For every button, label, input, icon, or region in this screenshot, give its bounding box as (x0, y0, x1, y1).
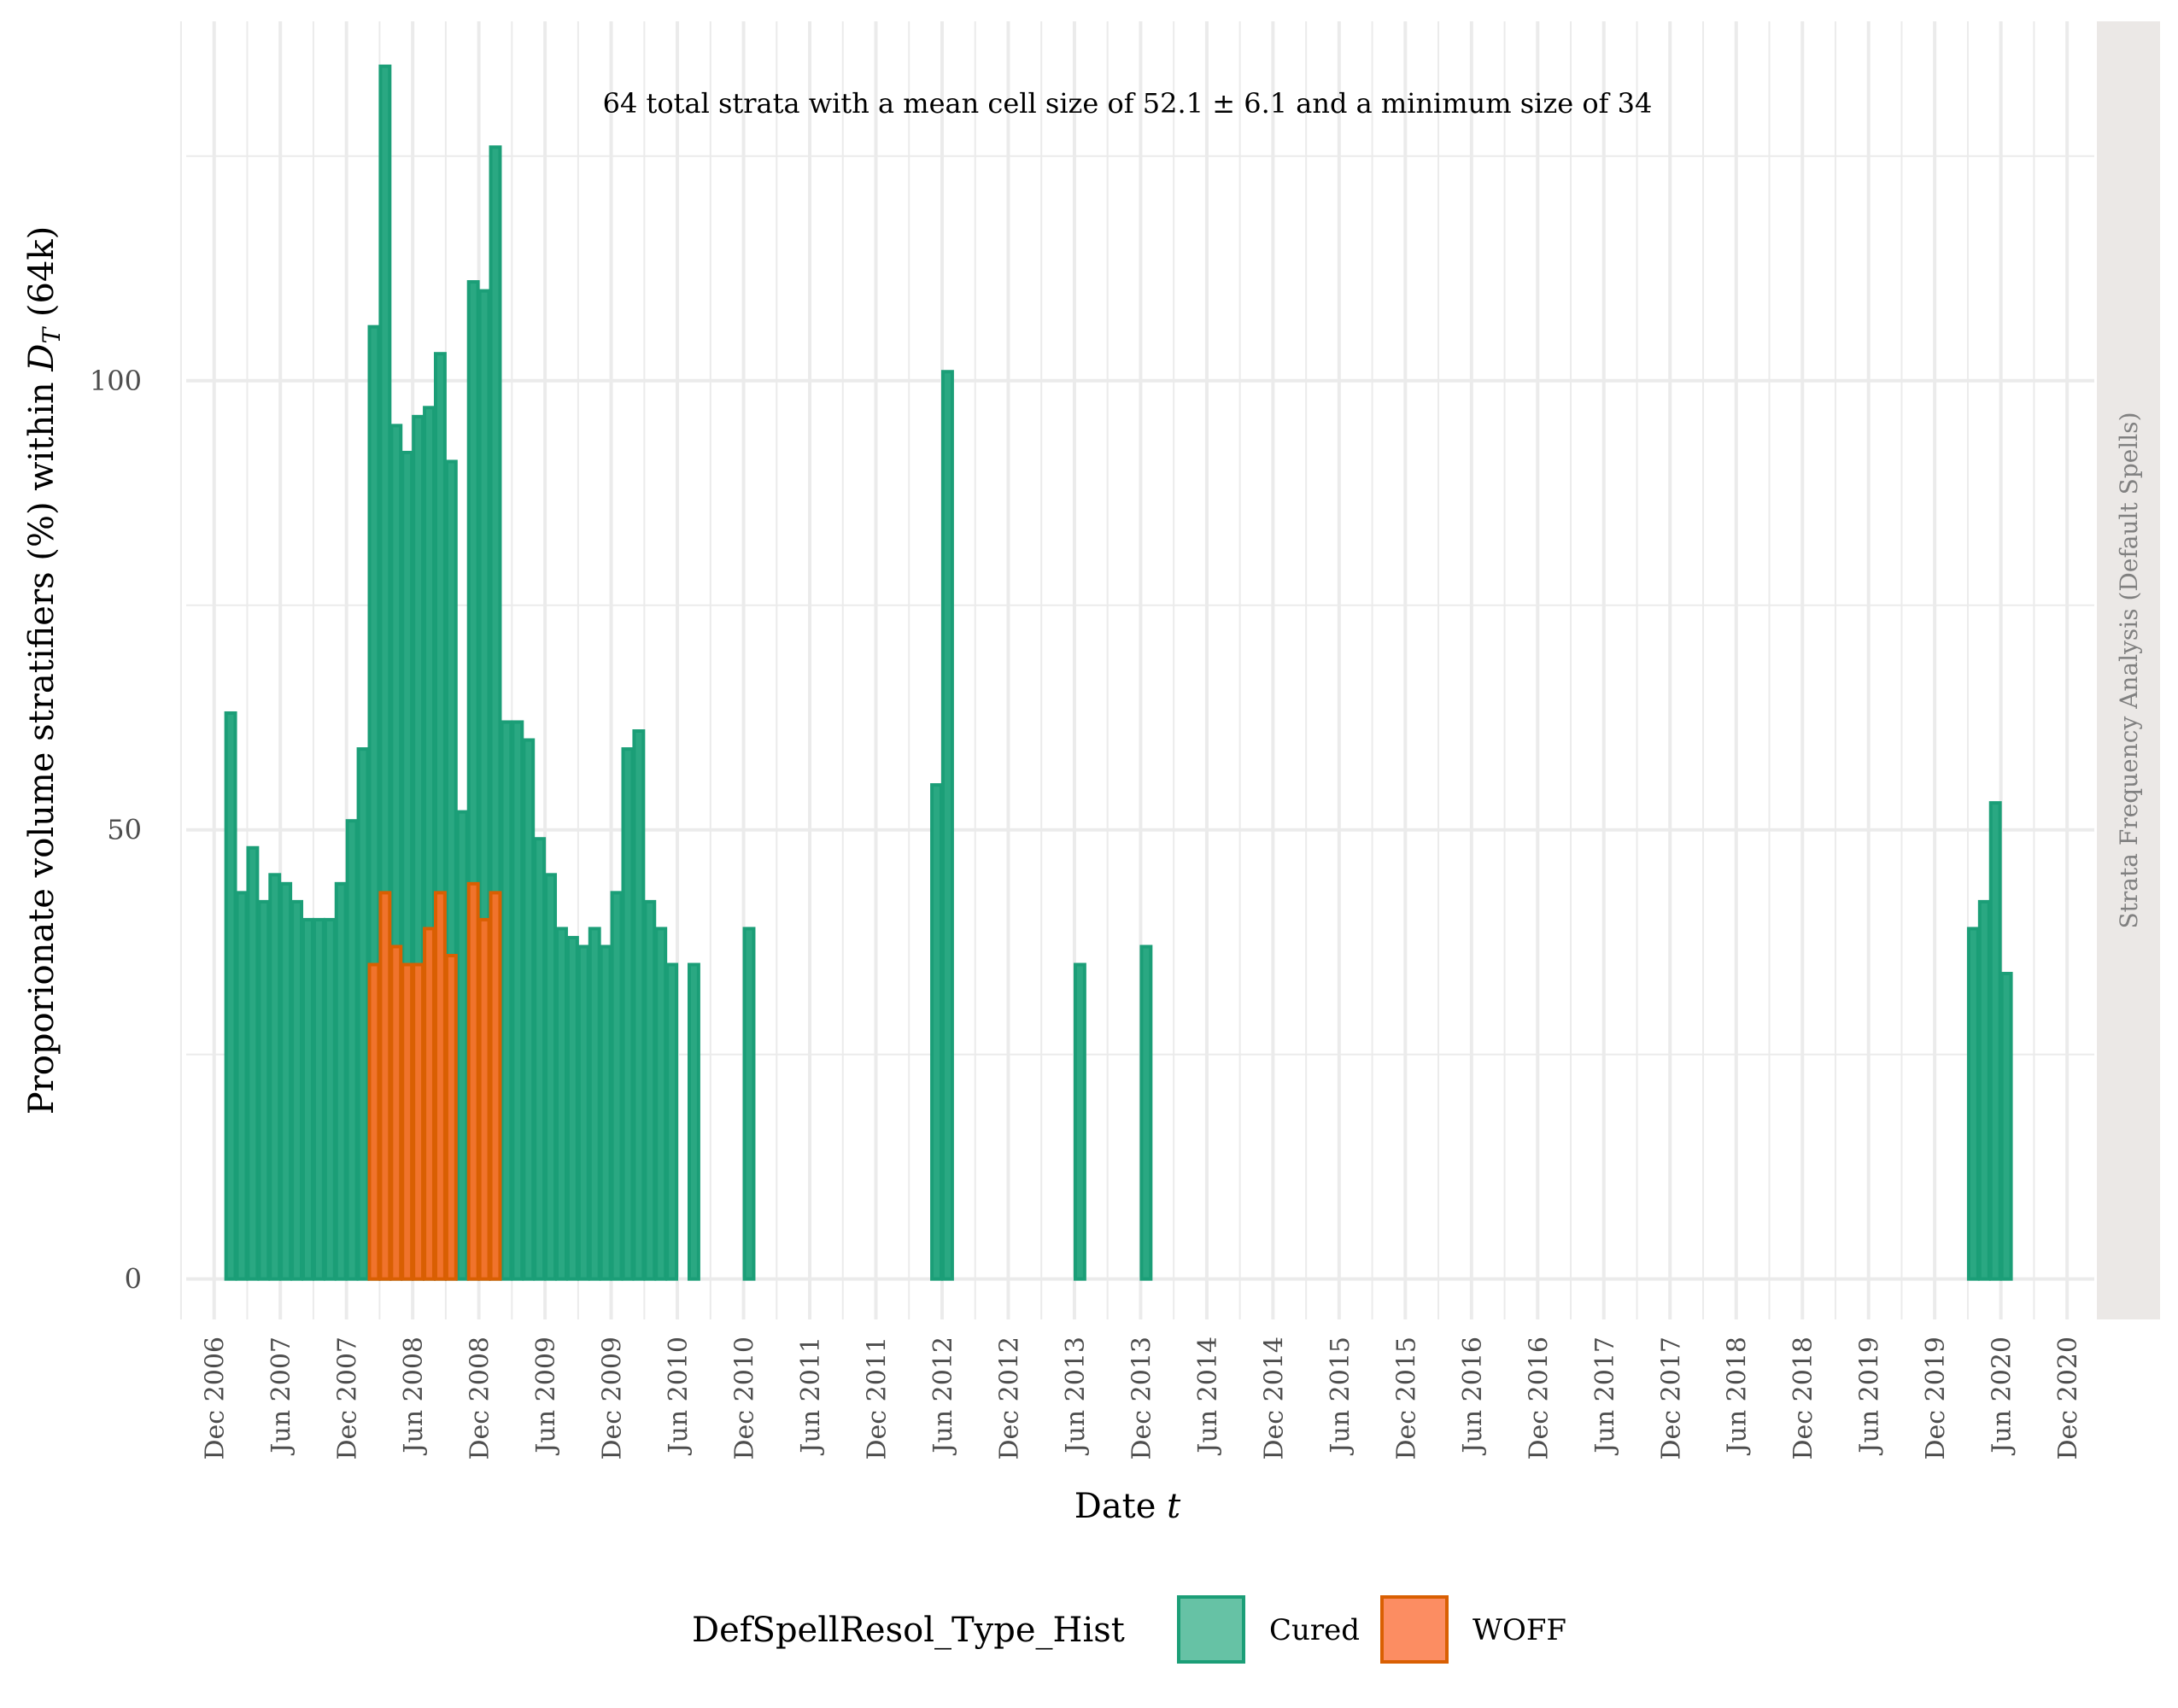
x-axis-title: Date t (1074, 1487, 1181, 1526)
bar-cured (599, 945, 612, 1281)
bar-woff (466, 881, 480, 1281)
x-tick-label: Dec 2020 (2053, 1337, 2083, 1460)
bar-cured (224, 711, 237, 1281)
bar-cured (257, 899, 271, 1281)
x-tick-label: Dec 2008 (465, 1337, 495, 1460)
y-axis-title: Proporionate volume stratifiers (%) with… (22, 226, 66, 1114)
bar-cured (940, 370, 954, 1281)
x-tick-label: Dec 2019 (1921, 1337, 1951, 1460)
bars (224, 64, 2013, 1281)
bar-cured (290, 899, 304, 1281)
legend: DefSpellResol_Type_Hist Cured WOFF (692, 1595, 1566, 1664)
x-tick-label: Jun 2007 (266, 1337, 296, 1456)
bar-cured (632, 729, 646, 1281)
bar-cured (588, 927, 601, 1281)
bar-cured (577, 945, 590, 1281)
x-tick-label: Jun 2009 (531, 1337, 561, 1456)
y-tick-label: 100 (90, 365, 142, 397)
bar-woff (378, 891, 392, 1281)
bar-cured (356, 747, 370, 1281)
bar-cured (1977, 899, 1991, 1281)
x-tick-label: Jun 2018 (1723, 1337, 1753, 1456)
bar-cured (511, 720, 524, 1281)
bar-cured (323, 917, 337, 1281)
bar-cured (621, 747, 635, 1281)
bar-cured (500, 720, 513, 1281)
bar-cured (334, 881, 348, 1281)
legend-title: DefSpellResol_Type_Hist (692, 1611, 1125, 1650)
x-tick-label: Jun 2016 (1458, 1337, 1488, 1456)
x-tick-label: Dec 2009 (598, 1337, 628, 1460)
bar-cured (312, 917, 325, 1281)
x-tick-label: Dec 2006 (201, 1337, 231, 1460)
x-tick-label: Jun 2012 (928, 1337, 958, 1456)
bar-woff (423, 927, 436, 1281)
x-tick-label: Jun 2015 (1326, 1337, 1355, 1456)
x-tick-label: Dec 2007 (333, 1337, 363, 1460)
x-tick-label: Dec 2015 (1391, 1337, 1421, 1460)
bar-cured (544, 873, 558, 1281)
chart-subtitle: 64 total strata with a mean cell size of… (603, 87, 1653, 120)
x-tick-label: Dec 2011 (863, 1337, 893, 1460)
x-tick-label: Jun 2010 (664, 1337, 694, 1456)
bar-cured (610, 891, 624, 1281)
y-axis-ticks: 0 50 100 (90, 365, 142, 1296)
bar-woff (367, 962, 381, 1281)
bar-cured (643, 899, 657, 1281)
bar-cured (1999, 972, 2013, 1281)
x-tick-label: Dec 2014 (1259, 1337, 1289, 1460)
bar-cured (1988, 801, 2002, 1281)
x-tick-label: Jun 2019 (1855, 1337, 1885, 1456)
bar-cured (1139, 945, 1153, 1281)
bar-cured (533, 837, 547, 1281)
x-tick-label: Dec 2017 (1656, 1337, 1686, 1460)
x-axis-ticks: Dec 2006 Jun 2007 Dec 2007 Jun 2008 Dec 2008… (201, 1337, 2083, 1460)
x-tick-label: Jun 2017 (1590, 1337, 1620, 1456)
bar-cured (1966, 927, 1980, 1281)
bar-cured (455, 810, 469, 1281)
bar-cured (555, 927, 568, 1281)
bar-woff (444, 953, 458, 1281)
x-tick-label: Jun 2014 (1193, 1337, 1223, 1456)
x-tick-label: Dec 2012 (995, 1337, 1025, 1460)
bar-woff (489, 891, 502, 1281)
bar-cured (654, 927, 668, 1281)
bar-cured (235, 891, 249, 1281)
legend-key-woff (1380, 1595, 1449, 1664)
facet-strip (2097, 21, 2160, 1319)
legend-label-woff: WOFF (1472, 1613, 1566, 1647)
bar-cured (1073, 962, 1086, 1281)
legend-label-cured: Cured (1269, 1613, 1360, 1647)
x-tick-label: Dec 2018 (1789, 1337, 1818, 1460)
bar-cured (246, 845, 260, 1281)
bar-woff (477, 917, 491, 1281)
bar-cured (742, 927, 756, 1281)
facet-strip-label: Strata Frequency Analysis (Default Spell… (2115, 412, 2143, 928)
bar-cured (302, 917, 314, 1281)
y-tick-label: 0 (125, 1263, 142, 1296)
bar-cured (665, 962, 679, 1281)
bar-cured (268, 873, 282, 1281)
x-tick-label: Dec 2013 (1127, 1337, 1156, 1460)
x-tick-label: Jun 2020 (1988, 1337, 2017, 1456)
x-tick-label: Dec 2016 (1524, 1337, 1554, 1460)
x-tick-label: Jun 2008 (399, 1337, 429, 1456)
bar-cured (345, 819, 359, 1281)
legend-key-cured (1177, 1595, 1245, 1664)
bar-cured (565, 935, 579, 1281)
bar-woff (412, 962, 425, 1281)
bar-woff (389, 945, 403, 1281)
x-tick-label: Jun 2013 (1061, 1337, 1091, 1456)
bar-woff (433, 891, 447, 1281)
bar-woff (401, 962, 414, 1281)
bar-cured (279, 881, 293, 1281)
y-tick-label: 50 (107, 814, 142, 846)
bar-cured (522, 738, 536, 1281)
bar-cured (687, 962, 700, 1281)
bar-cured (930, 783, 943, 1281)
x-tick-label: Dec 2010 (730, 1337, 760, 1460)
x-tick-label: Jun 2011 (796, 1337, 826, 1456)
